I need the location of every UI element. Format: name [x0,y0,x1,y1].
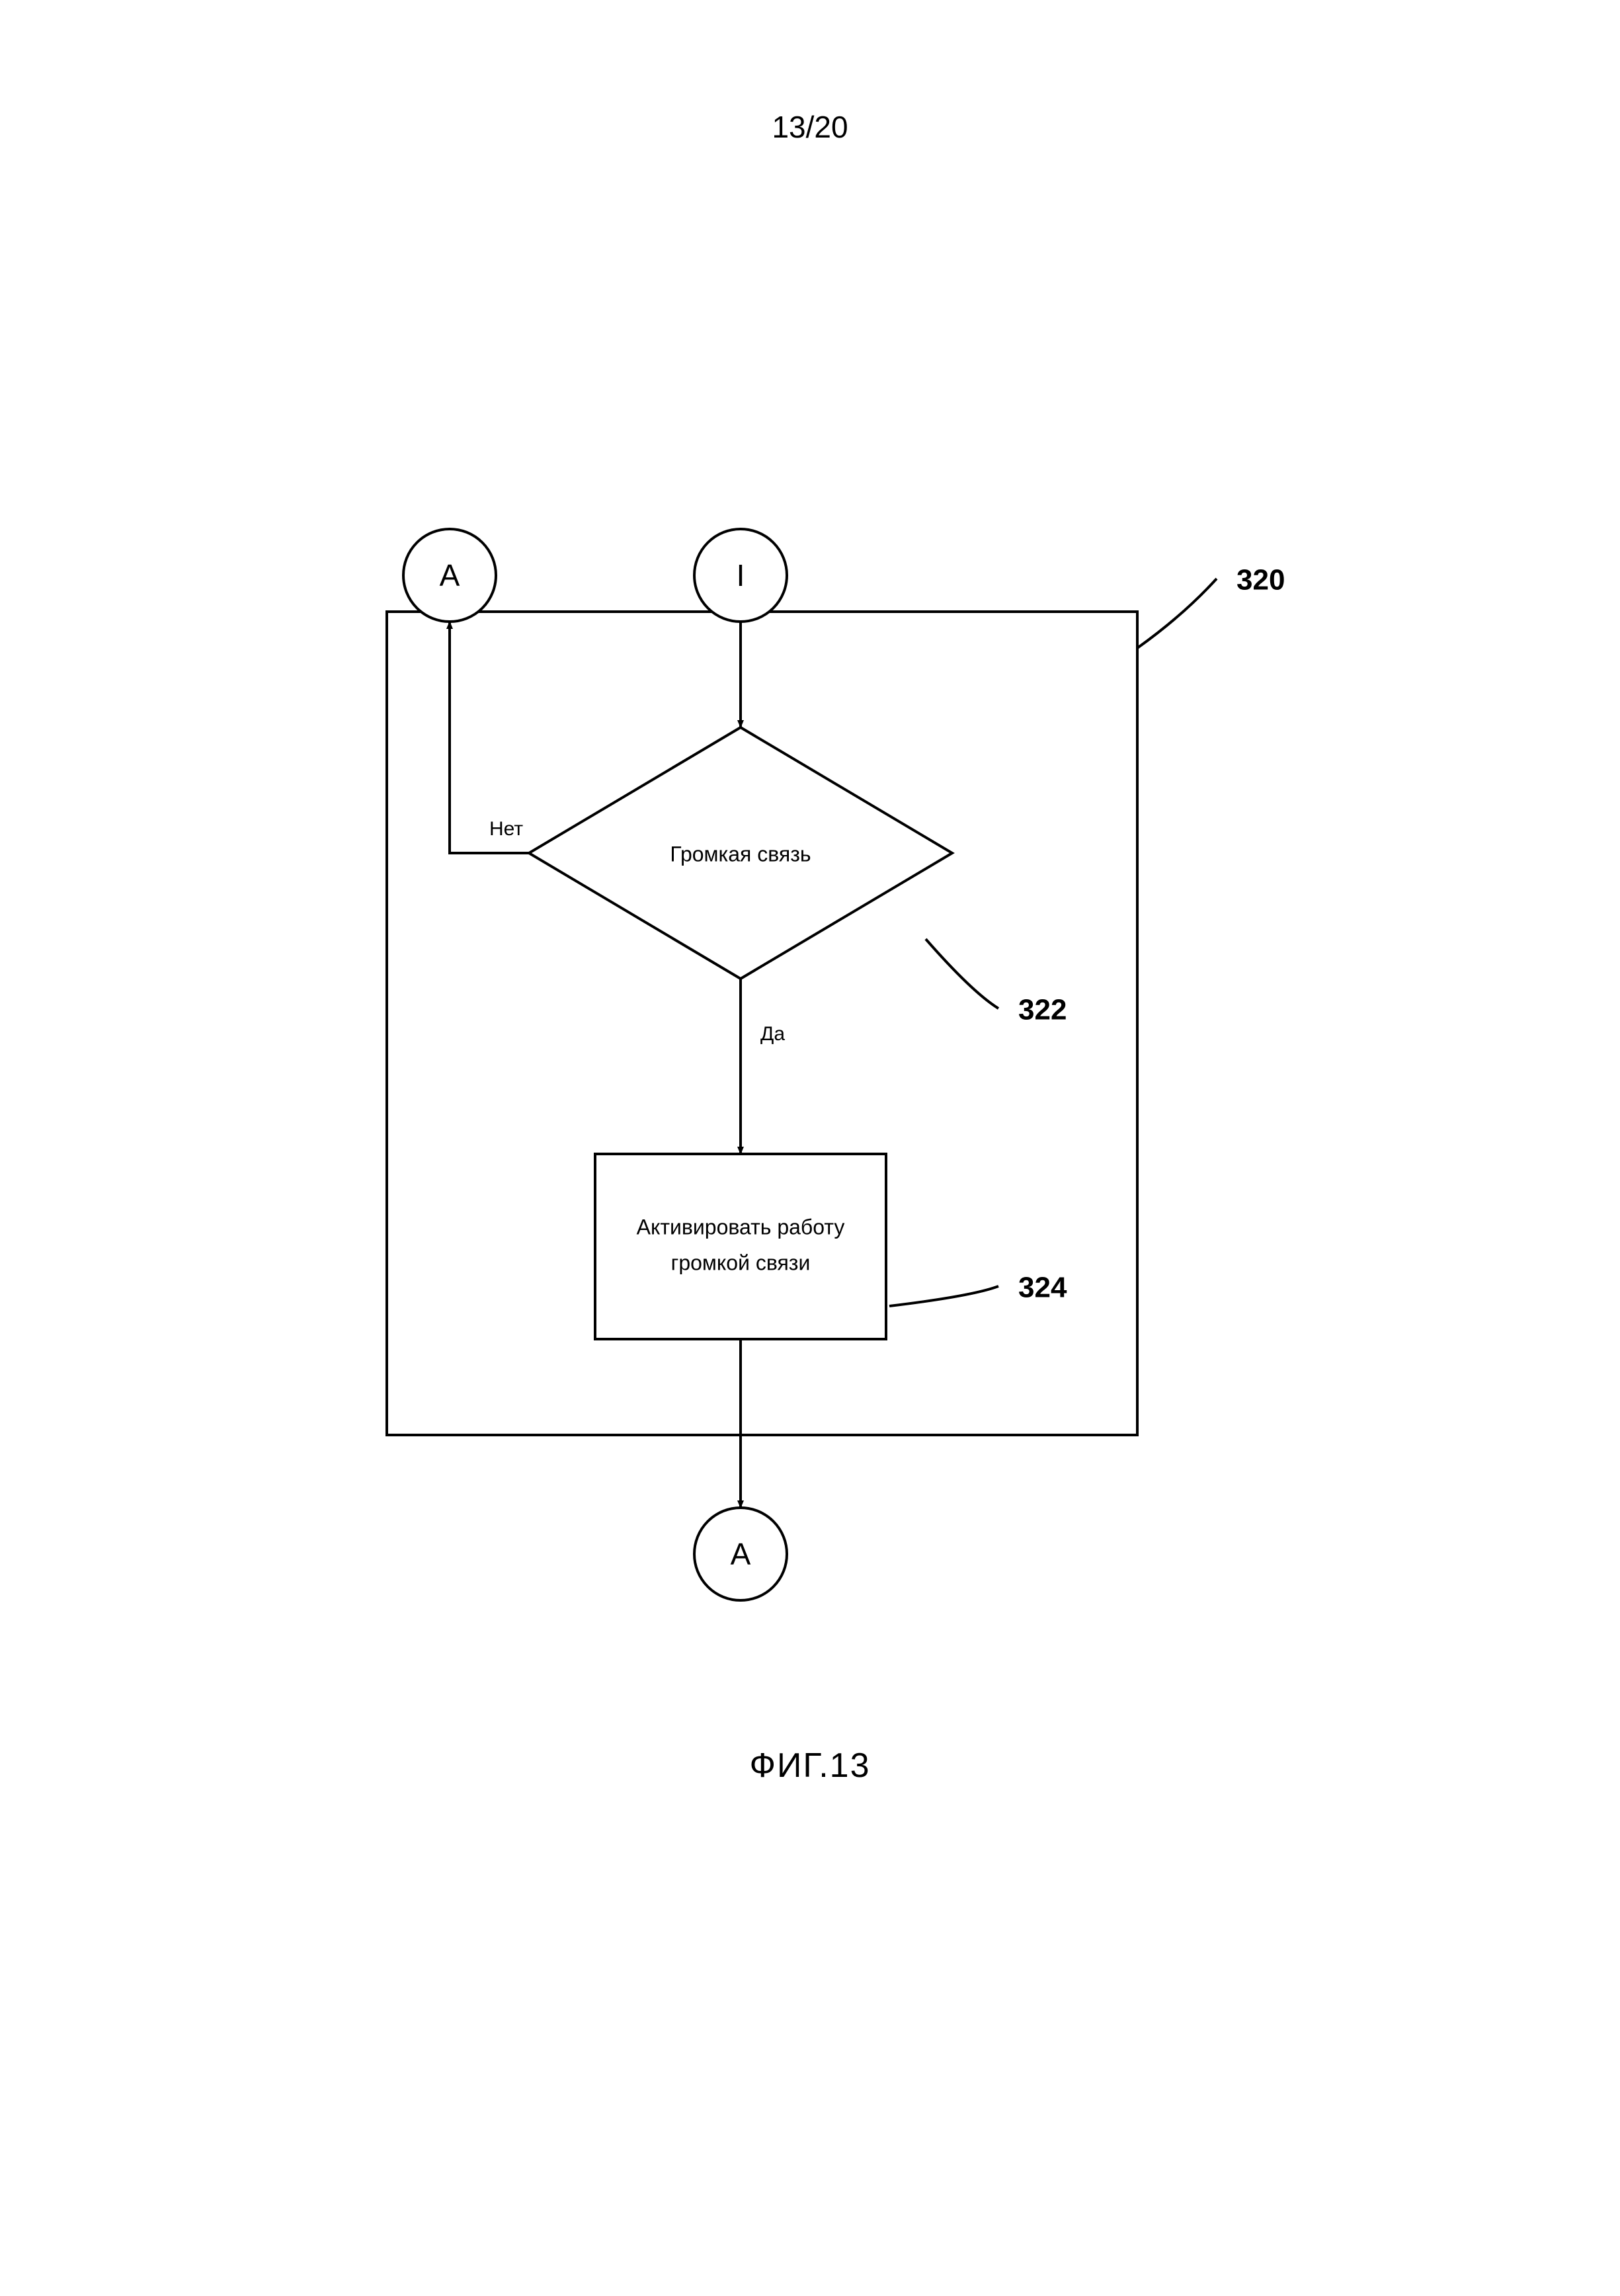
svg-text:Громкая связь: Громкая связь [670,842,811,866]
svg-text:Нет: Нет [489,818,523,840]
flowchart-svg: 320 A I Громкая связь 322 Активировать работу… [0,0,1620,2296]
svg-text:Да: Да [760,1023,785,1045]
svg-text:322: 322 [1018,994,1067,1026]
svg-text:324: 324 [1018,1272,1067,1304]
page-number: 13/20 [0,109,1620,145]
svg-text:A: A [440,558,460,593]
figure-label: ФИГ.13 [0,1746,1620,1785]
svg-text:320: 320 [1236,564,1285,596]
svg-text:I: I [737,558,745,593]
svg-text:громкой связи: громкой связи [671,1251,811,1275]
svg-text:Активировать работу: Активировать работу [637,1215,845,1239]
svg-text:A: A [731,1537,751,1571]
